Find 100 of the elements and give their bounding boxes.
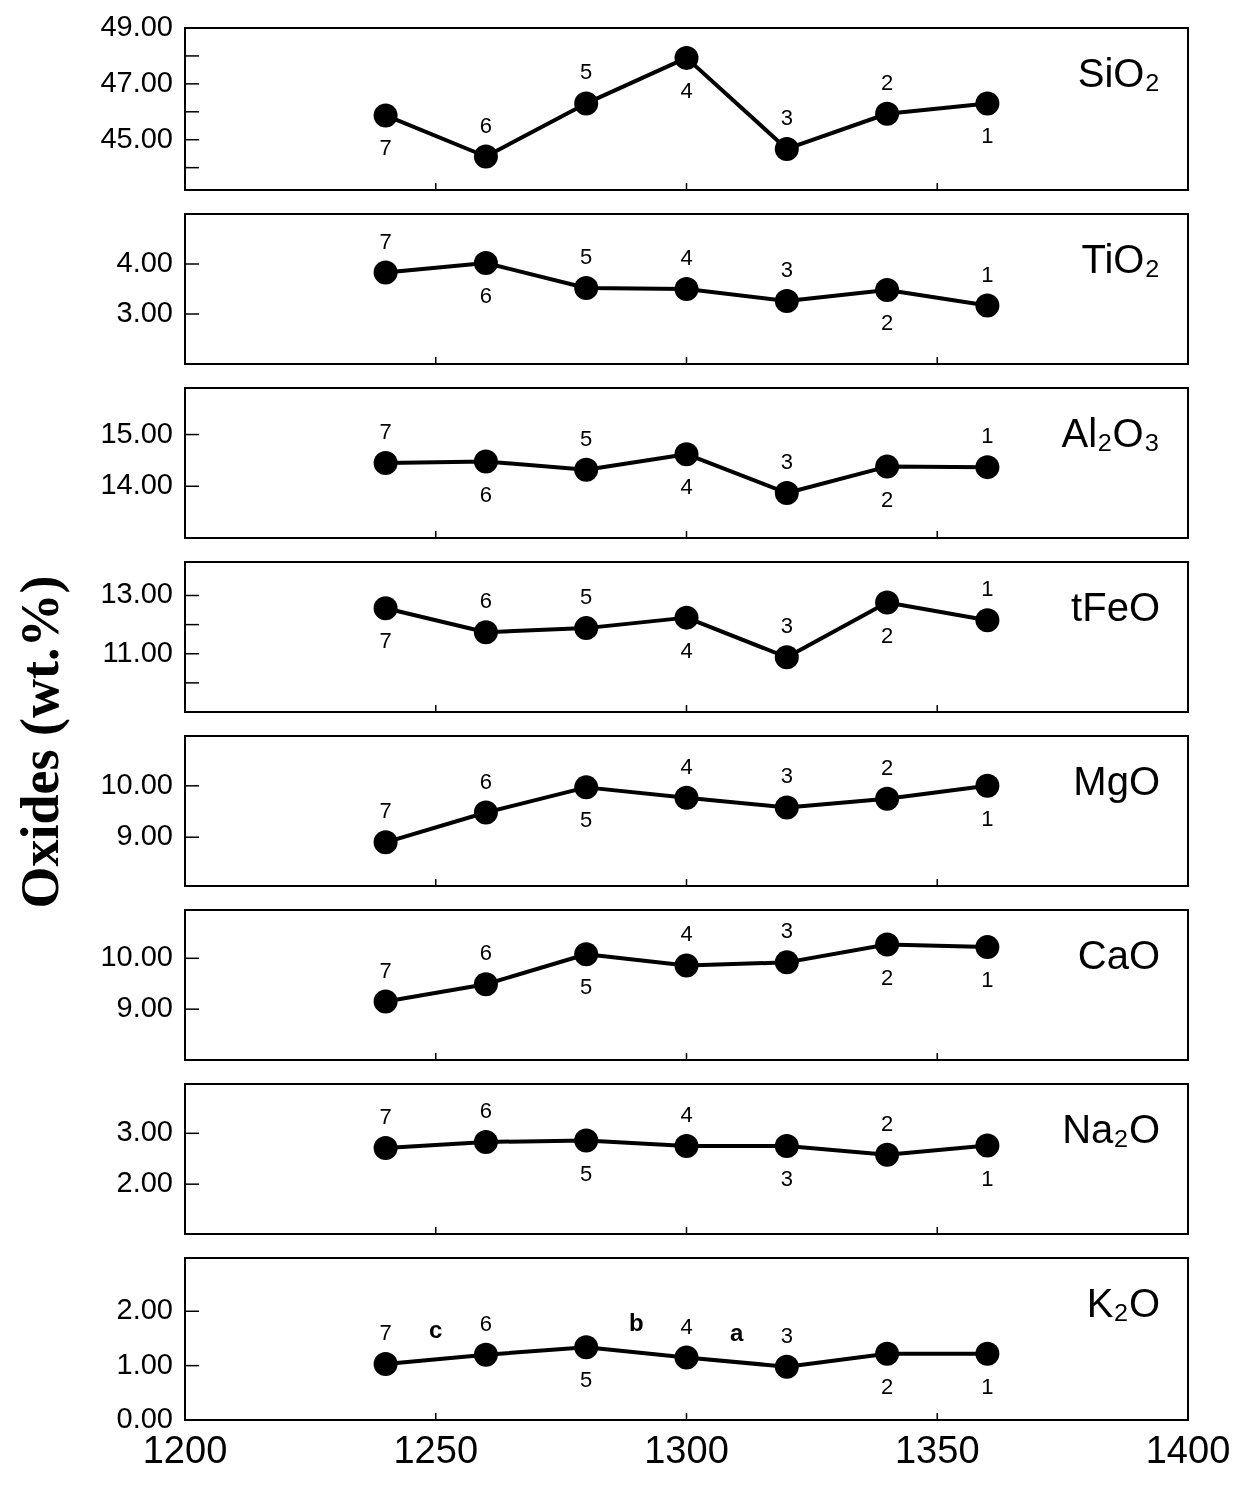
- point: [774, 950, 799, 975]
- annotation: 5: [580, 1160, 593, 1186]
- annotation: 2: [880, 1373, 894, 1399]
- point: [373, 830, 398, 855]
- annotation: 5: [580, 425, 593, 451]
- annotation: 5: [580, 59, 593, 85]
- annotation: 2: [880, 1110, 894, 1136]
- point: [975, 935, 1000, 960]
- point: [875, 786, 900, 811]
- annotation: 5: [580, 807, 593, 833]
- y-tick-label: 13.00: [100, 577, 173, 610]
- point: [373, 596, 398, 621]
- point: [473, 972, 498, 997]
- annotation: 3: [780, 1322, 793, 1348]
- text: Na₂O: [1062, 1107, 1160, 1152]
- point: [774, 1134, 799, 1159]
- point: [674, 1134, 699, 1159]
- annotation: 7: [379, 798, 392, 824]
- annotation: 2: [880, 310, 894, 336]
- point: [674, 1345, 699, 1370]
- annotation: a: [729, 1318, 744, 1346]
- point: [975, 1133, 1000, 1158]
- point: [875, 932, 900, 957]
- annotation: 6: [479, 283, 493, 309]
- annotation: 6: [479, 768, 493, 794]
- point: [473, 251, 498, 275]
- point: [473, 620, 498, 645]
- annotation: 4: [680, 1313, 693, 1339]
- annotation: 4: [680, 77, 693, 103]
- annotation: 6: [479, 940, 493, 966]
- annotation: 6: [479, 112, 493, 138]
- annotation: 3: [780, 918, 793, 944]
- point: [473, 1342, 498, 1367]
- point: [975, 455, 1000, 480]
- y-tick-label: 9.00: [116, 991, 173, 1024]
- point: [574, 457, 599, 482]
- text: tFeO: [1071, 585, 1160, 630]
- point: [373, 260, 398, 285]
- annotation: 2: [880, 486, 894, 512]
- point: [975, 91, 1000, 116]
- point: [975, 293, 1000, 318]
- annotation: 3: [780, 257, 793, 283]
- annotation: b: [629, 1308, 644, 1336]
- point: [875, 278, 900, 302]
- y-tick-label: 45.00: [100, 121, 173, 154]
- annotation: 7: [379, 135, 392, 161]
- y-tick-label: 10.00: [100, 767, 173, 800]
- annotation: c: [429, 1316, 443, 1344]
- annotation: 3: [780, 763, 793, 789]
- point: [674, 785, 699, 810]
- annotation: 3: [780, 449, 793, 475]
- point: [774, 136, 799, 161]
- annotation: 6: [479, 1310, 493, 1336]
- point: [774, 795, 799, 820]
- annotation: 7: [379, 1104, 392, 1130]
- annotation: 3: [780, 613, 793, 639]
- y-tick-label: 2.00: [116, 1166, 173, 1199]
- annotation: 1: [981, 805, 994, 831]
- point: [774, 1354, 799, 1379]
- text: SiO₂: [1077, 51, 1160, 96]
- annotation: 4: [680, 921, 693, 947]
- y-tick-label: 10.00: [100, 940, 173, 973]
- annotation: 1: [981, 123, 994, 149]
- point: [774, 289, 799, 313]
- y-tick-label: 3.00: [116, 296, 173, 328]
- point: [574, 942, 599, 967]
- annotation: 2: [880, 754, 894, 780]
- annotation: 4: [680, 474, 693, 500]
- annotation: 1: [981, 576, 994, 602]
- annotation: 5: [580, 584, 593, 610]
- annotation: 5: [580, 974, 593, 1000]
- x-tick-label: 1300: [644, 1429, 729, 1472]
- point: [473, 800, 498, 825]
- point: [574, 276, 599, 300]
- text: TiO₂: [1081, 237, 1160, 282]
- point: [373, 1136, 398, 1161]
- annotation: 3: [780, 1166, 793, 1192]
- text: MgO: [1073, 759, 1160, 804]
- point: [473, 144, 498, 169]
- x-tick-label: 1350: [894, 1429, 980, 1472]
- y-tick-label: 14.00: [100, 468, 173, 501]
- annotation: 1: [981, 967, 994, 993]
- point: [674, 277, 699, 301]
- point: [373, 451, 398, 475]
- annotation: 4: [680, 1102, 693, 1128]
- point: [975, 1341, 1000, 1366]
- point: [774, 645, 799, 670]
- y-axis-title: Oxides (wt.%): [9, 575, 71, 909]
- annotation: 6: [479, 588, 493, 614]
- y-tick-label: 11.00: [102, 635, 173, 668]
- point: [875, 590, 900, 615]
- point: [574, 1335, 599, 1360]
- point: [574, 91, 599, 116]
- annotation: 5: [580, 244, 593, 270]
- annotation: 3: [780, 105, 793, 130]
- x-tick-label: 1250: [393, 1429, 479, 1472]
- annotation: 7: [379, 628, 392, 654]
- annotation: 2: [880, 622, 894, 648]
- point: [774, 481, 799, 505]
- y-tick-label: 49.00: [100, 10, 173, 42]
